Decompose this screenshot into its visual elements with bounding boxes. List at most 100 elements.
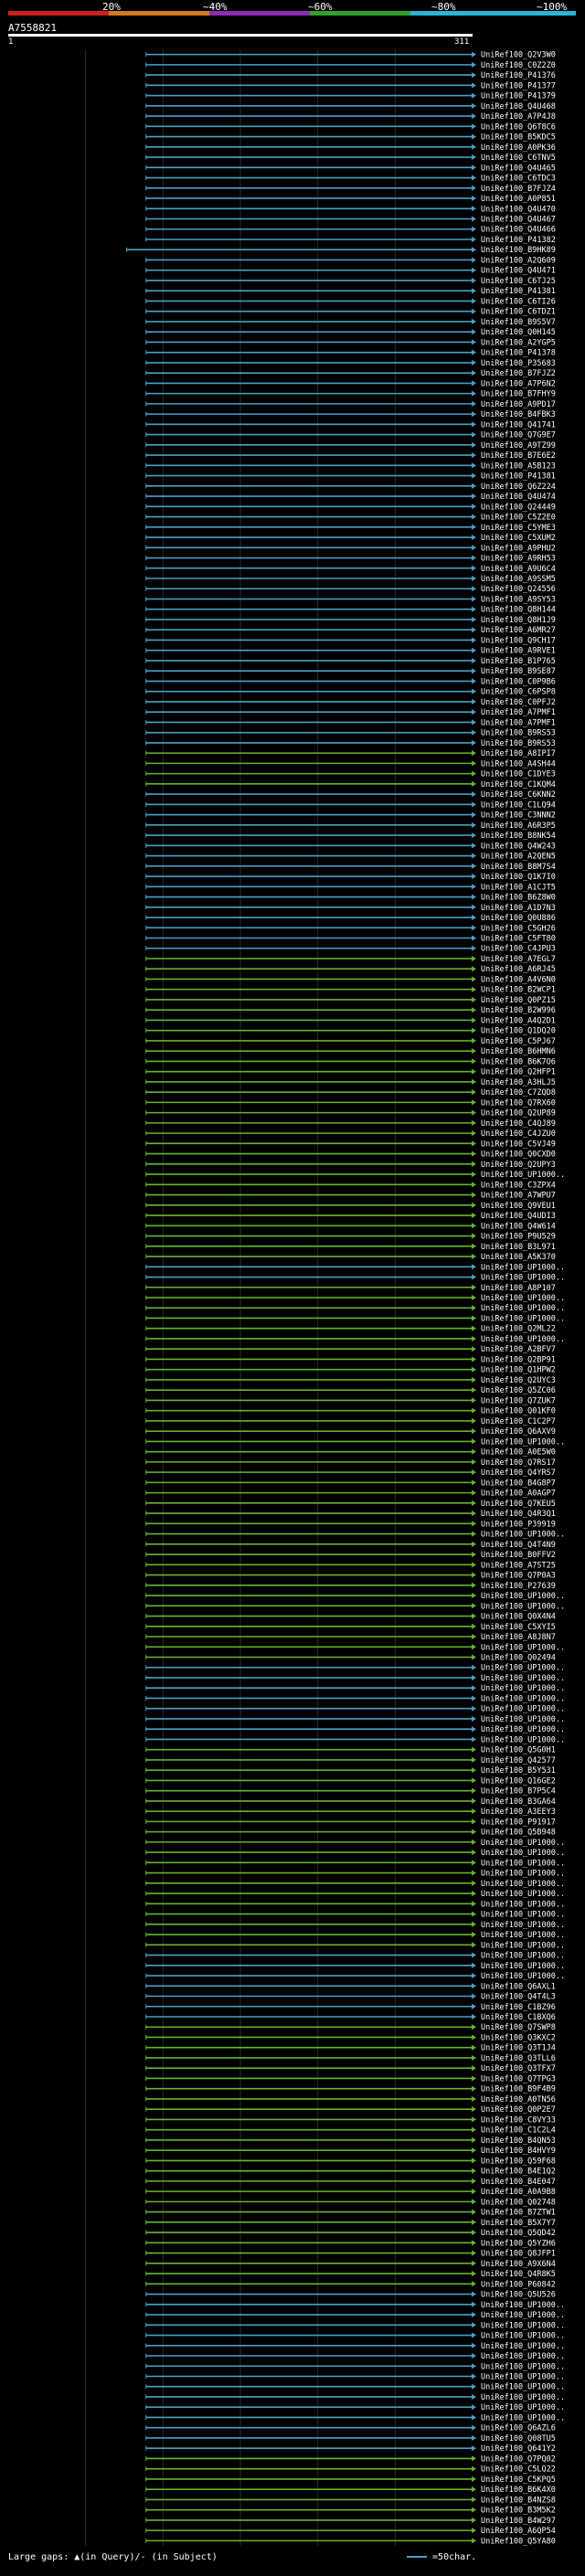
hit-label[interactable]: UniRef100_A3HLJ5 [481,1078,556,1087]
hit-label[interactable]: UniRef100_A0E5W0 [481,1448,556,1458]
hit-label[interactable]: UniRef100_UP1000.. [481,2413,565,2422]
hit-label[interactable]: UniRef100_C3ZPX4 [481,1181,556,1190]
hit-label[interactable]: UniRef100_UP1000.. [481,2332,565,2341]
hit-label[interactable]: UniRef100_C0Z2Z0 [481,61,556,70]
hit-label[interactable]: UniRef100_A8J8N7 [481,1633,556,1642]
hit-label[interactable]: UniRef100_C5XUM2 [481,534,556,543]
hit-label[interactable]: UniRef100_A9SY53 [481,595,556,604]
hit-label[interactable]: UniRef100_B5Y531 [481,1766,556,1776]
hit-label[interactable]: UniRef100_UP1000.. [481,1263,565,1272]
hit-label[interactable]: UniRef100_C6TDZ1 [481,308,556,317]
hit-label[interactable]: UniRef100_UP1000.. [481,2383,565,2392]
hit-label[interactable]: UniRef100_Q5ZC06 [481,1386,556,1395]
hit-label[interactable]: UniRef100_Q9CH17 [481,636,556,645]
hit-label[interactable]: UniRef100_P41382 [481,236,556,245]
hit-label[interactable]: UniRef100_B4FBK3 [481,410,556,419]
hit-label[interactable]: UniRef100_UP1000.. [481,1890,565,1899]
hit-label[interactable]: UniRef100_Q01KF0 [481,1407,556,1416]
hit-label[interactable]: UniRef100_C5XYI5 [481,1623,556,1632]
hit-label[interactable]: UniRef100_C4QJ89 [481,1119,556,1129]
hit-label[interactable]: UniRef100_C6TJ25 [481,277,556,286]
hit-label[interactable]: UniRef100_Q1K7I0 [481,873,556,882]
hit-label[interactable]: UniRef100_Q2UYC3 [481,1376,556,1385]
hit-label[interactable]: UniRef100_UP1000.. [481,1304,565,1313]
hit-label[interactable]: UniRef100_UP1000.. [481,1602,565,1611]
hit-label[interactable]: UniRef100_Q7RS17 [481,1458,556,1468]
hit-label[interactable]: UniRef100_A0PK36 [481,143,556,153]
hit-label[interactable]: UniRef100_A8P107 [481,1284,556,1293]
hit-label[interactable]: UniRef100_UP1000.. [481,1900,565,1909]
hit-label[interactable]: UniRef100_UP1000.. [481,2342,565,2351]
hit-label[interactable]: UniRef100_Q7TPG3 [481,2074,556,2083]
hit-label[interactable]: UniRef100_A9X6N4 [481,2260,556,2269]
hit-label[interactable]: UniRef100_Q4U466 [481,226,556,235]
hit-label[interactable]: UniRef100_Q4R3Q1 [481,1510,556,1519]
hit-label[interactable]: UniRef100_UP1000.. [481,1870,565,1879]
hit-label[interactable]: UniRef100_Q5G0H1 [481,1746,556,1755]
hit-label[interactable]: UniRef100_C0P9B6 [481,677,556,686]
hit-label[interactable]: UniRef100_B9HK89 [481,246,556,255]
hit-label[interactable]: UniRef100_A7PMF1 [481,718,556,727]
hit-label[interactable]: UniRef100_A0P851 [481,195,556,204]
hit-label[interactable]: UniRef100_UP1000.. [481,1314,565,1323]
hit-label[interactable]: UniRef100_B2WCP1 [481,986,556,995]
hit-label[interactable]: UniRef100_Q2V3W0 [481,51,556,60]
hit-label[interactable]: UniRef100_B5X7Y7 [481,2219,556,2228]
hit-label[interactable]: UniRef100_Q7SWP8 [481,2023,556,2032]
hit-label[interactable]: UniRef100_UP1000.. [481,1952,565,1961]
hit-label[interactable]: UniRef100_Q1HPW2 [481,1366,556,1375]
hit-label[interactable]: UniRef100_B7ZTW1 [481,2209,556,2218]
hit-label[interactable]: UniRef100_B9RS53 [481,729,556,738]
hit-label[interactable]: UniRef100_B9RS53 [481,739,556,748]
hit-label[interactable]: UniRef100_UP1000.. [481,2362,565,2371]
hit-label[interactable]: UniRef100_Q6Z224 [481,482,556,492]
hit-label[interactable]: UniRef100_P41378 [481,349,556,358]
hit-label[interactable]: UniRef100_UP1000.. [481,1839,565,1848]
hit-label[interactable]: UniRef100_C5GH26 [481,924,556,933]
hit-label[interactable]: UniRef100_C7ZQD8 [481,1088,556,1097]
hit-label[interactable]: UniRef100_A9SSM5 [481,575,556,584]
hit-label[interactable]: UniRef100_UP1000.. [481,1859,565,1868]
hit-label[interactable]: UniRef100_Q42577 [481,1756,556,1765]
hit-label[interactable]: UniRef100_UP1000.. [481,1335,565,1344]
hit-label[interactable]: UniRef100_C4JPU3 [481,945,556,954]
hit-label[interactable]: UniRef100_B6HMN6 [481,1047,556,1056]
hit-label[interactable]: UniRef100_UP1000.. [481,1921,565,1930]
hit-label[interactable]: UniRef100_Q7G9E7 [481,431,556,440]
hit-label[interactable]: UniRef100_P41376 [481,71,556,80]
hit-label[interactable]: UniRef100_UP1000.. [481,2321,565,2330]
hit-label[interactable]: UniRef100_Q4U474 [481,493,556,502]
hit-label[interactable]: UniRef100_UP1000.. [481,1664,565,1673]
hit-label[interactable]: UniRef100_B1P765 [481,657,556,666]
hit-label[interactable]: UniRef100_Q5YA80 [481,2537,556,2546]
hit-label[interactable]: UniRef100_Q4W614 [481,1222,556,1231]
hit-label[interactable]: UniRef100_B6K7O6 [481,1057,556,1066]
hit-label[interactable]: UniRef100_B9S5V7 [481,318,556,327]
hit-label[interactable]: UniRef100_UP1000.. [481,1941,565,1950]
hit-label[interactable]: UniRef100_UP1000.. [481,2403,565,2412]
hit-label[interactable]: UniRef100_Q02494 [481,1653,556,1662]
hit-label[interactable]: UniRef100_B5KDC5 [481,133,556,143]
hit-label[interactable]: UniRef100_A9TZ99 [481,441,556,451]
hit-label[interactable]: UniRef100_A5B123 [481,461,556,471]
hit-label[interactable]: UniRef100_Q2UP89 [481,1109,556,1118]
hit-label[interactable]: UniRef100_UP1000.. [481,1674,565,1683]
hit-label[interactable]: UniRef100_Q4R8K5 [481,2270,556,2279]
hit-label[interactable]: UniRef100_Q0PZ15 [481,996,556,1005]
hit-label[interactable]: UniRef100_Q02748 [481,2198,556,2207]
hit-label[interactable]: UniRef100_A4V6N0 [481,975,556,984]
hit-label[interactable]: UniRef100_UP1000.. [481,1725,565,1734]
hit-label[interactable]: UniRef100_Q0X4N4 [481,1613,556,1622]
hit-label[interactable]: UniRef100_B4QN53 [481,2136,556,2146]
hit-label[interactable]: UniRef100_UP1000.. [481,1274,565,1283]
hit-label[interactable]: UniRef100_Q2ML22 [481,1325,556,1334]
hit-label[interactable]: UniRef100_C1KQM4 [481,780,556,790]
hit-label[interactable]: UniRef100_A4SH44 [481,759,556,769]
hit-label[interactable]: UniRef100_B7P5C4 [481,1787,556,1797]
hit-label[interactable]: UniRef100_UP1000.. [481,1962,565,1971]
hit-label[interactable]: UniRef100_Q4UDI3 [481,1212,556,1221]
hit-label[interactable]: UniRef100_Q2BP91 [481,1355,556,1364]
hit-label[interactable]: UniRef100_Q2HFP1 [481,1068,556,1077]
hit-label[interactable]: UniRef100_Q9VEU1 [481,1202,556,1211]
hit-label[interactable]: UniRef100_Q4W243 [481,842,556,851]
